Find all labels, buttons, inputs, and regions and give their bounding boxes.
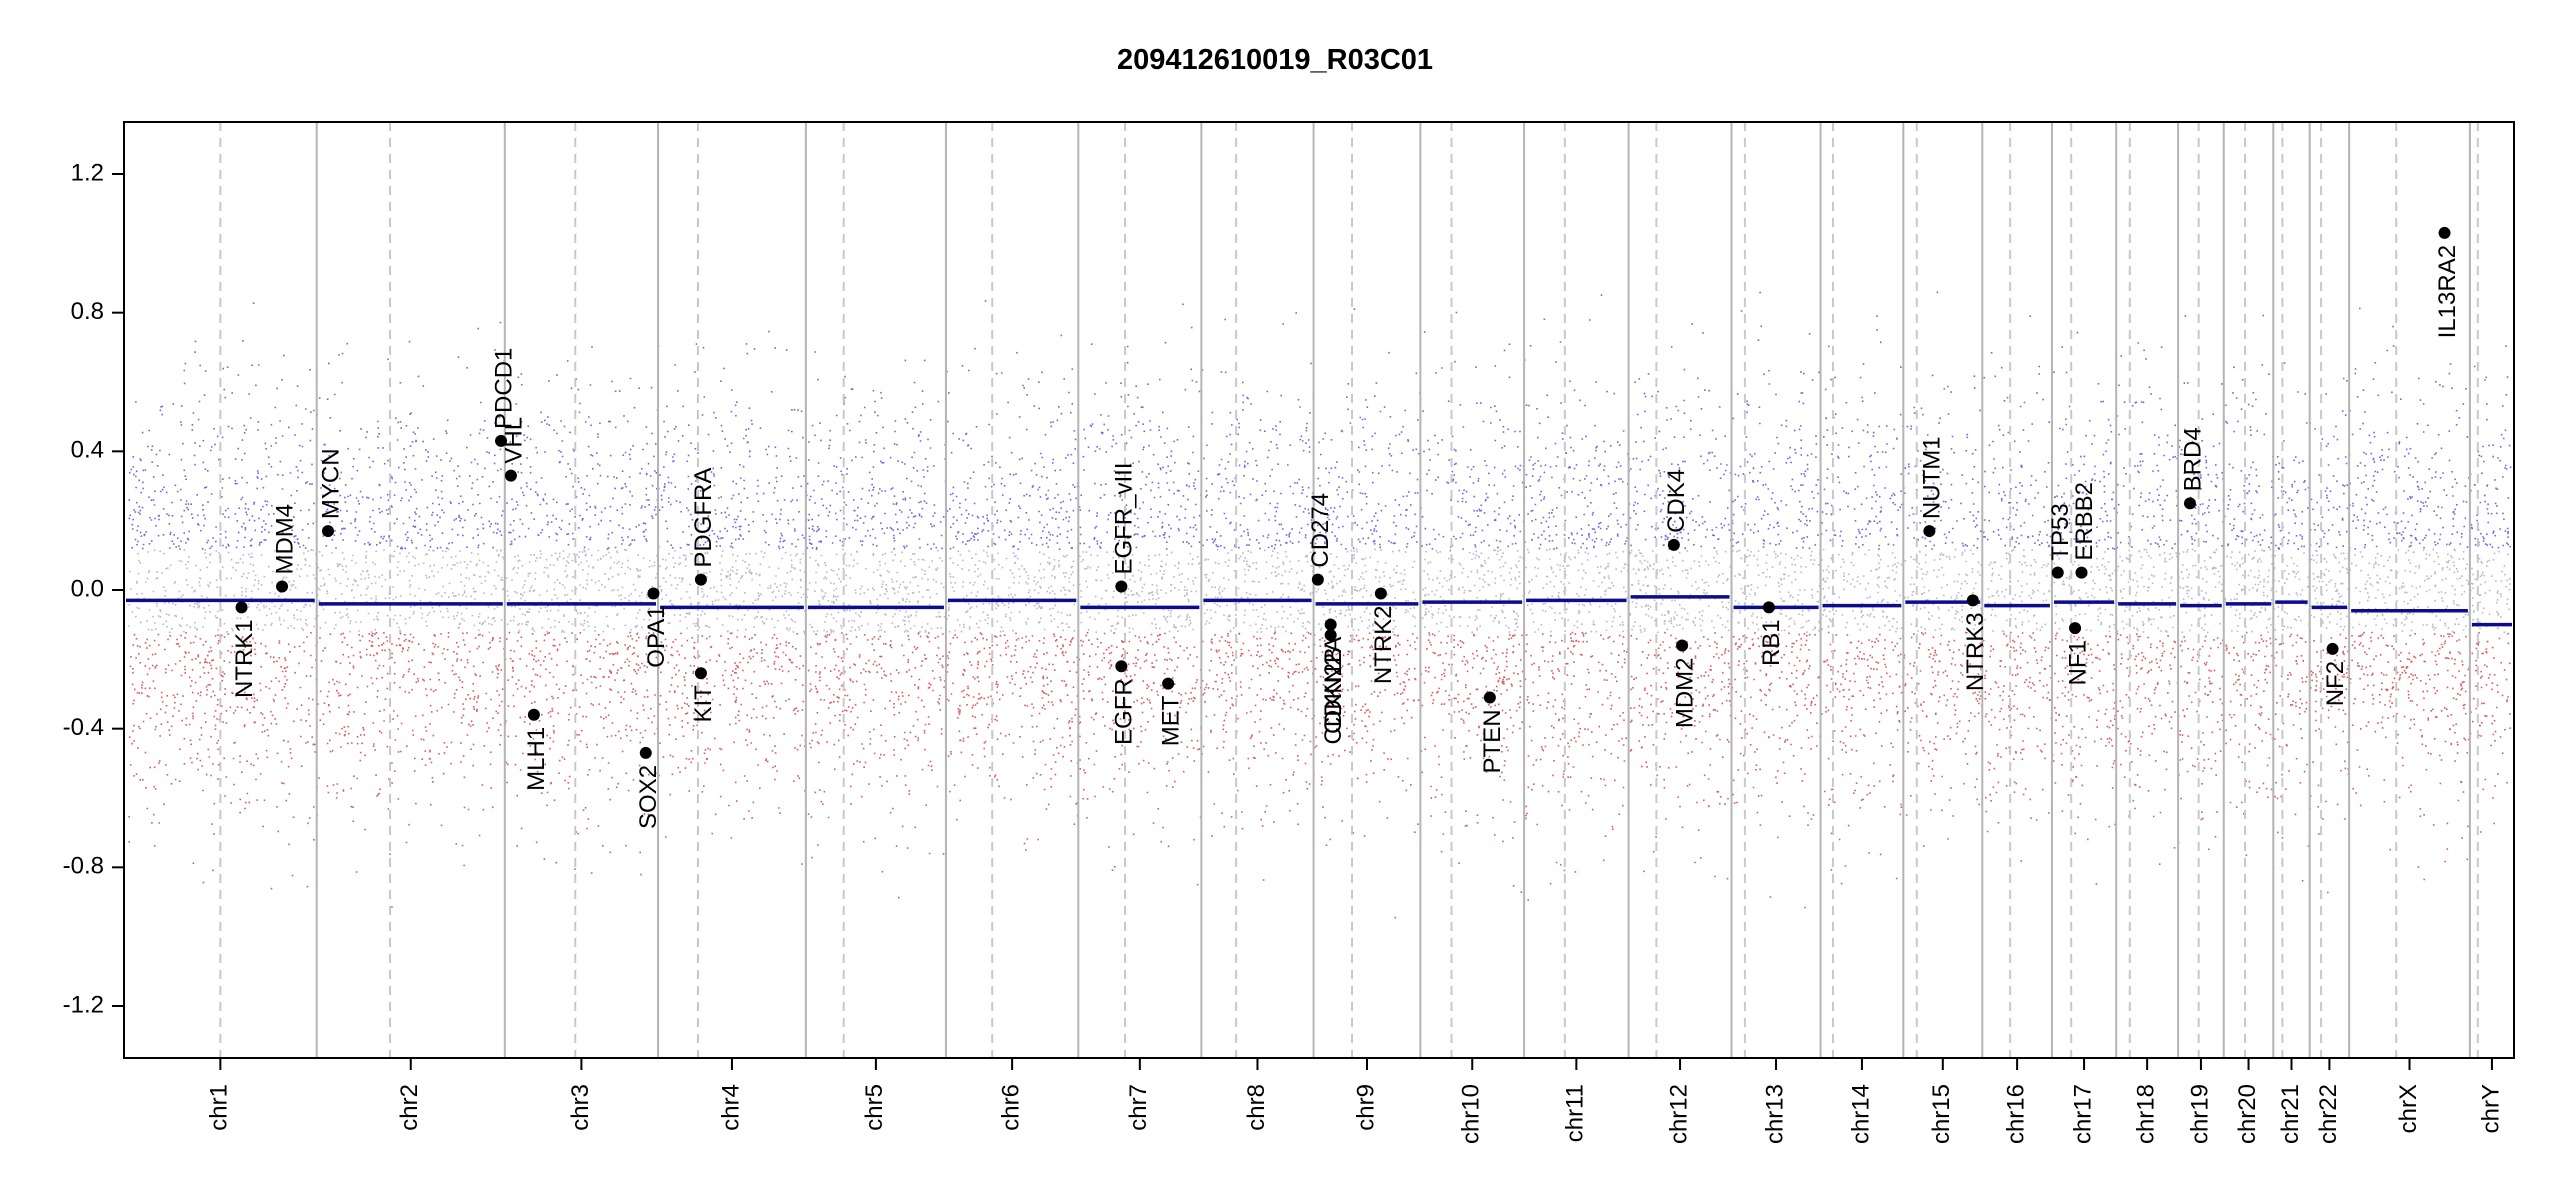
gene-point-opa1: [647, 587, 660, 600]
x-tick-label-chr8: chr8: [1243, 1084, 1270, 1131]
gene-point-mdm4: [276, 580, 289, 593]
gene-label-cdkn2a: CDKN2A: [1320, 637, 1347, 734]
gene-label-erbb2: ERBB2: [2071, 482, 2098, 561]
gene-point-pten: [1483, 691, 1496, 704]
gene-point-kit: [694, 667, 707, 680]
gene-label-mlh1: MLH1: [523, 727, 550, 791]
x-tick-label-chr15: chr15: [1928, 1084, 1955, 1144]
gene-label-nutm1: NUTM1: [1919, 436, 1946, 519]
gene-point-mycn: [322, 525, 335, 538]
gene-label-pdcd1: PDCD1: [490, 348, 517, 429]
gene-label-brd4: BRD4: [2179, 427, 2206, 491]
gene-point-cd274: [1311, 573, 1324, 586]
x-tick-label-chr10: chr10: [1458, 1084, 1485, 1144]
gene-point-brd4: [2183, 497, 2196, 510]
gene-label-il13ra2: IL13RA2: [2434, 245, 2461, 338]
x-tick-label-chr13: chr13: [1761, 1084, 1788, 1144]
gene-label-cdk4: CDK4: [1663, 469, 1690, 533]
probe-points: [128, 291, 2512, 919]
x-tick-label-chr12: chr12: [1665, 1084, 1692, 1144]
y-axis: -1.2 -0.8 -0.4 0.0 0.4 0.8 1.2: [63, 159, 124, 1018]
gene-point-rb1: [1762, 601, 1775, 614]
gene-label-mdm4: MDM4: [271, 504, 298, 575]
gene-label-mycn: MYCN: [317, 448, 344, 519]
x-tick-label-chr4: chr4: [717, 1084, 744, 1131]
x-tick-label-chr20: chr20: [2234, 1084, 2261, 1144]
gene-point-sox2: [639, 746, 652, 759]
x-tick-label-chr19: chr19: [2186, 1084, 2213, 1144]
x-tick-label-chr11: chr11: [1562, 1084, 1589, 1142]
gene-label-cd274: CD274: [1307, 493, 1334, 568]
gene-label-opa1: OPA1: [643, 605, 670, 667]
gene-label-kit: KIT: [690, 685, 717, 723]
gene-label-sox2: SOX2: [635, 765, 662, 829]
gene-point-egfr_viii: [1115, 580, 1128, 593]
gene-point-egfr: [1115, 660, 1128, 673]
gene-label-egfr_viii: EGFR_vIII: [1111, 463, 1138, 575]
x-tick-label-chr3: chr3: [567, 1084, 594, 1131]
x-tick-label-chr14: chr14: [1847, 1084, 1874, 1144]
x-tick-label-chr2: chr2: [396, 1084, 423, 1131]
gene-label-ntrk1: NTRK1: [231, 619, 258, 698]
gene-point-vhl: [504, 469, 517, 482]
x-tick-label-chr21: chr21: [2277, 1084, 2304, 1144]
gene-label-vhl: VHL: [500, 417, 527, 464]
gene-label-nf1: NF1: [2064, 640, 2091, 685]
gene-label-rb1: RB1: [1758, 619, 1785, 666]
gene-point-cdkn2b: [1324, 629, 1337, 642]
x-tick-label-chr22: chr22: [2315, 1084, 2342, 1144]
y-tick-label: 1.2: [71, 159, 104, 186]
x-tick-label-chr7: chr7: [1125, 1084, 1152, 1131]
gene-point-ntrk1: [235, 601, 248, 614]
gene-label-nf2: NF2: [2322, 661, 2349, 706]
gene-point-erbb2: [2075, 566, 2088, 579]
gain-points: [128, 291, 2512, 550]
gene-point-nf1: [2069, 622, 2082, 635]
x-tick-label-chr9: chr9: [1352, 1084, 1379, 1131]
gene-point-pdcd1: [495, 434, 508, 447]
gene-point-mdm2: [1676, 639, 1689, 652]
gene-point-met: [1162, 677, 1175, 690]
gene-point-pdgfra: [694, 573, 707, 586]
gene-point-il13ra2: [2438, 226, 2451, 239]
y-tick-label: 0.8: [71, 298, 104, 325]
gene-point-cdk4: [1667, 538, 1680, 551]
gene-label-pdgfra: PDGFRA: [690, 468, 717, 568]
x-tick-label-chr17: chr17: [2069, 1084, 2096, 1144]
x-tick-label-chr5: chr5: [861, 1084, 888, 1131]
gene-label-tp53: TP53: [2047, 503, 2074, 560]
chromosome-boundaries: [219, 122, 2479, 1058]
y-tick-label: -0.8: [63, 853, 104, 880]
gene-point-nutm1: [1923, 525, 1936, 538]
gene-point-cdkn2a: [1324, 618, 1337, 631]
y-tick-label: 0.4: [71, 437, 104, 464]
x-tick-label-chr18: chr18: [2132, 1084, 2159, 1144]
gene-label-cdkn2b: CDKN2B: [1320, 647, 1347, 744]
gene-label-pten: PTEN: [1479, 709, 1506, 773]
x-tick-label-chr6: chr6: [997, 1084, 1024, 1131]
gene-point-nf2: [2326, 642, 2339, 655]
gene-label-ntrk2: NTRK2: [1370, 605, 1397, 684]
x-axis: chr1 chr2 chr3 chr4 chr5 chr6 chr7 chr8 chr9 chr1…: [206, 1058, 2504, 1144]
gene-label-ntrk3: NTRK3: [1962, 612, 1989, 691]
x-tick-label-chrX: chrX: [2395, 1084, 2422, 1133]
gene-point-ntrk2: [1374, 587, 1387, 600]
y-tick-label: -1.2: [63, 991, 104, 1018]
gene-label-egfr: EGFR: [1111, 678, 1138, 745]
y-tick-label: -0.4: [63, 714, 104, 741]
loss-points: [128, 631, 2512, 919]
x-tick-label-chr1: chr1: [206, 1084, 233, 1131]
y-tick-label: 0.0: [71, 575, 104, 602]
x-tick-label-chrY: chrY: [2477, 1084, 2504, 1133]
chart-title: 209412610019_R03C01: [1116, 44, 1434, 76]
gene-point-ntrk3: [1966, 594, 1979, 607]
x-tick-label-chr16: chr16: [2002, 1084, 2029, 1144]
gene-point-mlh1: [527, 708, 540, 721]
gene-point-tp53: [2051, 566, 2064, 579]
gene-label-met: MET: [1157, 695, 1184, 746]
gene-label-mdm2: MDM2: [1671, 657, 1698, 728]
segment-lines: [126, 595, 2512, 627]
